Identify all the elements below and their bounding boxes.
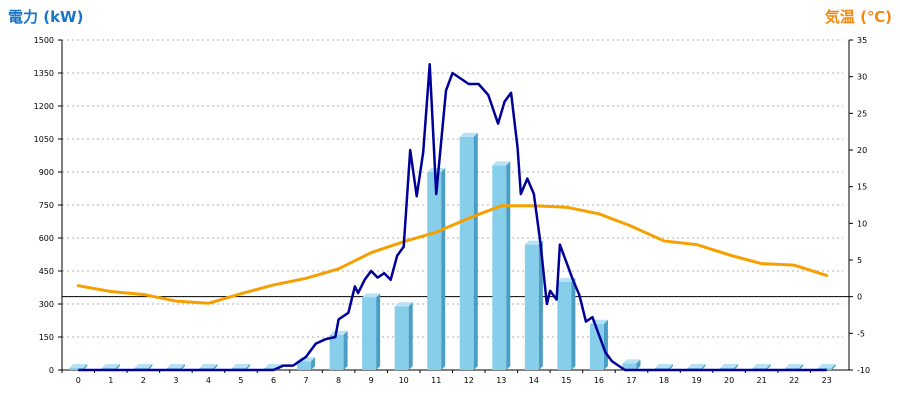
left-tick-label: 600 (39, 234, 54, 243)
x-tick-label: 4 (206, 376, 211, 385)
x-tick-label: 21 (757, 376, 767, 385)
left-tick-label: 300 (39, 300, 54, 309)
left-tick-label: 900 (39, 168, 54, 177)
right-tick-label: 15 (857, 183, 867, 192)
x-tick-label: 5 (238, 376, 243, 385)
x-tick-label: 7 (304, 376, 309, 385)
bar (557, 278, 576, 370)
left-tick-label: 150 (39, 333, 54, 342)
left-tick-label: 1200 (34, 102, 54, 111)
bar (427, 168, 446, 370)
right-tick-label: -10 (857, 366, 870, 375)
right-axis-title: 気温 (℃) (824, 8, 892, 26)
x-tick-label: 19 (691, 376, 701, 385)
right-tick-label: 25 (857, 109, 867, 118)
temperature-line (76, 204, 829, 305)
bar (362, 293, 381, 370)
bar (394, 302, 413, 370)
x-tick-label: 12 (464, 376, 474, 385)
bar (622, 359, 641, 370)
x-tick-label: 6 (271, 376, 276, 385)
x-tick-label: 0 (76, 376, 81, 385)
right-tick-label: 5 (857, 256, 862, 265)
left-tick-label: 1050 (34, 135, 54, 144)
x-tick-label: 2 (141, 376, 146, 385)
right-tick-label: 30 (857, 73, 867, 82)
x-tick-label: 13 (496, 376, 506, 385)
x-tick-label: 15 (561, 376, 571, 385)
x-tick-label: 22 (789, 376, 799, 385)
left-tick-label: 750 (39, 201, 54, 210)
right-tick-label: 10 (857, 219, 867, 228)
x-tick-label: 11 (431, 376, 441, 385)
left-tick-label: 0 (49, 366, 54, 375)
left-tick-label: 1500 (34, 36, 54, 45)
bar (69, 364, 88, 370)
bar (524, 240, 543, 370)
x-tick-label: 1 (108, 376, 113, 385)
right-tick-label: 35 (857, 36, 867, 45)
x-tick-label: 23 (822, 376, 832, 385)
x-tick-label: 17 (626, 376, 636, 385)
power-line (78, 62, 827, 372)
left-axis-title: 電力 (kW) (8, 8, 84, 26)
x-tick-label: 20 (724, 376, 734, 385)
x-tick-label: 10 (399, 376, 409, 385)
x-tick-label: 8 (336, 376, 341, 385)
bar (329, 330, 348, 370)
x-tick-label: 18 (659, 376, 669, 385)
bar (492, 161, 511, 370)
x-tick-label: 16 (594, 376, 604, 385)
x-tick-label: 14 (529, 376, 539, 385)
bar (459, 132, 478, 370)
right-tick-label: -5 (857, 329, 865, 338)
right-tick-label: 0 (857, 293, 862, 302)
x-tick-label: 3 (173, 376, 178, 385)
left-tick-label: 1350 (34, 69, 54, 78)
left-tick-label: 450 (39, 267, 54, 276)
bar (297, 357, 316, 370)
bar (589, 319, 608, 370)
x-tick-label: 9 (369, 376, 374, 385)
right-tick-label: 20 (857, 146, 867, 155)
